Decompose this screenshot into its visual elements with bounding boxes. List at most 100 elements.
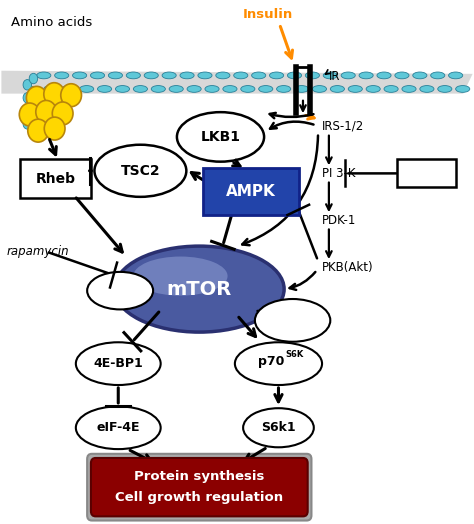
Ellipse shape: [133, 257, 228, 296]
FancyBboxPatch shape: [397, 159, 456, 188]
Ellipse shape: [180, 72, 194, 79]
Ellipse shape: [294, 85, 309, 92]
Ellipse shape: [91, 72, 105, 79]
Ellipse shape: [241, 85, 255, 92]
Ellipse shape: [420, 85, 434, 92]
Circle shape: [27, 86, 47, 110]
Text: PTEN: PTEN: [410, 167, 443, 180]
Ellipse shape: [36, 72, 51, 79]
Ellipse shape: [287, 72, 301, 79]
Ellipse shape: [116, 85, 129, 92]
Ellipse shape: [29, 73, 37, 84]
Ellipse shape: [29, 86, 37, 97]
Ellipse shape: [44, 85, 58, 92]
Circle shape: [44, 117, 65, 140]
Ellipse shape: [377, 72, 391, 79]
Text: Protein synthesis: Protein synthesis: [134, 470, 264, 483]
Ellipse shape: [187, 85, 201, 92]
Text: rapamycin: rapamycin: [6, 245, 69, 258]
Ellipse shape: [115, 246, 284, 332]
Ellipse shape: [234, 72, 248, 79]
Text: Amino acids: Amino acids: [11, 16, 92, 29]
Ellipse shape: [151, 85, 165, 92]
Ellipse shape: [431, 72, 445, 79]
Ellipse shape: [413, 72, 427, 79]
Circle shape: [36, 101, 56, 123]
Ellipse shape: [366, 85, 380, 92]
Ellipse shape: [323, 72, 337, 79]
Ellipse shape: [198, 72, 212, 79]
Ellipse shape: [384, 85, 398, 92]
Ellipse shape: [456, 85, 470, 92]
Ellipse shape: [305, 72, 319, 79]
Circle shape: [19, 103, 40, 126]
Text: eIF-4E: eIF-4E: [97, 421, 140, 434]
Ellipse shape: [243, 408, 314, 447]
Polygon shape: [1, 71, 473, 94]
Ellipse shape: [98, 85, 112, 92]
Ellipse shape: [402, 85, 416, 92]
Ellipse shape: [235, 342, 322, 385]
Ellipse shape: [359, 72, 373, 79]
Ellipse shape: [312, 85, 327, 92]
Text: Raptor: Raptor: [103, 286, 137, 296]
Text: PI 3-K: PI 3-K: [322, 167, 356, 180]
Text: LKB1: LKB1: [201, 130, 240, 144]
Ellipse shape: [341, 72, 356, 79]
Ellipse shape: [23, 93, 32, 103]
Text: Cell growth regulation: Cell growth regulation: [115, 491, 283, 504]
Ellipse shape: [255, 299, 330, 342]
Circle shape: [28, 119, 48, 142]
Ellipse shape: [23, 106, 32, 116]
FancyBboxPatch shape: [87, 454, 311, 520]
Ellipse shape: [448, 72, 463, 79]
Ellipse shape: [223, 85, 237, 92]
Text: G β L: G β L: [277, 314, 308, 327]
FancyBboxPatch shape: [203, 168, 300, 215]
FancyBboxPatch shape: [20, 159, 91, 199]
Ellipse shape: [76, 342, 161, 385]
Ellipse shape: [216, 72, 230, 79]
Ellipse shape: [29, 113, 37, 123]
Ellipse shape: [73, 72, 87, 79]
Ellipse shape: [177, 112, 264, 162]
Ellipse shape: [126, 72, 140, 79]
Ellipse shape: [80, 85, 94, 92]
Ellipse shape: [330, 85, 345, 92]
Text: PKB(Akt): PKB(Akt): [322, 261, 374, 274]
Ellipse shape: [348, 85, 362, 92]
Text: S6k1: S6k1: [261, 421, 296, 434]
Ellipse shape: [133, 85, 147, 92]
Ellipse shape: [277, 85, 291, 92]
Ellipse shape: [259, 85, 273, 92]
Text: PDK-1: PDK-1: [322, 214, 356, 227]
Ellipse shape: [270, 72, 283, 79]
Ellipse shape: [162, 72, 176, 79]
Ellipse shape: [395, 72, 409, 79]
Text: mTOR: mTOR: [167, 280, 232, 299]
Text: Insulin: Insulin: [243, 8, 293, 21]
Text: AMPK: AMPK: [226, 184, 276, 199]
Ellipse shape: [87, 272, 153, 310]
Ellipse shape: [438, 85, 452, 92]
Ellipse shape: [55, 72, 69, 79]
Ellipse shape: [76, 407, 161, 449]
Ellipse shape: [169, 85, 183, 92]
Ellipse shape: [252, 72, 266, 79]
Ellipse shape: [62, 85, 76, 92]
Ellipse shape: [23, 80, 32, 90]
Ellipse shape: [23, 118, 32, 129]
Circle shape: [61, 84, 82, 107]
Text: Rheb: Rheb: [36, 171, 75, 185]
Ellipse shape: [144, 72, 158, 79]
Text: TSC2: TSC2: [120, 164, 160, 178]
Ellipse shape: [94, 145, 186, 197]
Text: 4E-BP1: 4E-BP1: [93, 357, 143, 370]
Text: IR: IR: [329, 70, 340, 83]
Text: S6K: S6K: [285, 350, 303, 359]
Text: IRS-1/2: IRS-1/2: [322, 120, 364, 133]
Circle shape: [52, 102, 73, 125]
Ellipse shape: [29, 100, 37, 110]
Circle shape: [44, 83, 64, 106]
FancyBboxPatch shape: [91, 458, 308, 516]
